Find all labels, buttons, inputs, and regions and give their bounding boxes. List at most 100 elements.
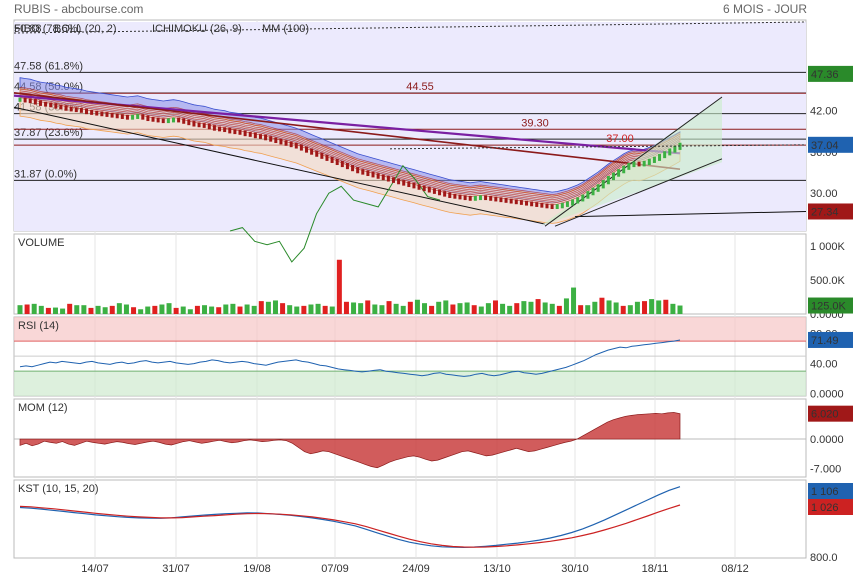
volume-bar xyxy=(634,301,640,314)
price-candle xyxy=(663,151,667,159)
volume-bar xyxy=(507,305,513,314)
price-candle xyxy=(258,134,262,139)
volume-bar xyxy=(31,303,37,314)
price-candle xyxy=(54,103,58,109)
volume-bar xyxy=(358,303,364,314)
price-candle xyxy=(192,121,196,127)
panel-frame-mom xyxy=(13,398,807,478)
volume-bar xyxy=(287,305,293,314)
volume-bar xyxy=(159,304,165,314)
price-candle xyxy=(412,182,416,189)
indicator-legend-label: FIBO (78.6%) xyxy=(14,23,81,35)
x-tick-label: 08/12 xyxy=(721,563,749,575)
price-candle xyxy=(519,200,523,205)
volume-bar xyxy=(514,303,520,314)
volume-bar xyxy=(429,305,435,314)
last-value-box xyxy=(808,405,853,422)
indicator-legend-overlap: 50.88 xyxy=(14,23,42,35)
last-value-box xyxy=(808,136,853,153)
volume-bar xyxy=(563,298,569,314)
price-candle xyxy=(146,115,150,122)
volume-bar xyxy=(571,287,577,314)
price-candle xyxy=(463,195,467,201)
last-value-box xyxy=(808,499,853,515)
price-candle xyxy=(79,107,83,113)
volume-bar xyxy=(272,300,278,314)
volume-bar xyxy=(251,305,257,314)
price-candle xyxy=(652,156,656,163)
price-candle xyxy=(233,129,237,135)
price-candle xyxy=(105,112,109,117)
last-value-label: 1 026 xyxy=(811,502,839,514)
price-candle xyxy=(345,162,349,170)
price-candle xyxy=(397,178,401,185)
price-candle xyxy=(274,137,278,144)
kst-line xyxy=(19,504,681,548)
price-candle xyxy=(356,167,360,174)
last-value-label: 1 106 xyxy=(811,486,839,498)
volume-bar xyxy=(656,300,662,314)
volume-bar xyxy=(45,307,51,314)
price-candle xyxy=(438,189,442,196)
moving-average-line xyxy=(19,95,681,204)
volume-bar xyxy=(365,300,371,314)
volume-bar xyxy=(102,307,108,314)
volume-bar xyxy=(343,301,349,314)
price-candle xyxy=(427,187,431,193)
volume-bar xyxy=(187,309,193,314)
price-candle xyxy=(371,171,375,178)
volume-bar xyxy=(400,305,406,314)
volume-bar xyxy=(677,305,683,314)
volume-bar xyxy=(95,305,101,314)
volume-bar xyxy=(202,305,208,314)
last-value-box xyxy=(808,203,853,220)
last-value-box xyxy=(808,65,853,82)
volume-bar xyxy=(578,305,584,314)
y-tick-label: 30.00 xyxy=(810,188,838,200)
y-tick-label: 0.0000 xyxy=(810,389,844,401)
volume-bar xyxy=(244,304,250,314)
price-candle xyxy=(171,117,175,123)
price-candle xyxy=(448,192,452,199)
price-candle xyxy=(637,161,641,167)
kst-line xyxy=(19,486,681,549)
volume-bar xyxy=(131,307,137,314)
price-candle xyxy=(525,200,529,206)
volume-bar xyxy=(67,303,73,314)
price-candle xyxy=(376,173,380,179)
volume-bar xyxy=(443,300,449,314)
moving-average-line xyxy=(19,90,681,199)
price-candle xyxy=(120,114,124,119)
price-candle xyxy=(310,148,314,155)
volume-bar xyxy=(258,301,264,314)
volume-bar xyxy=(670,303,676,314)
price-candle xyxy=(591,187,595,196)
x-tick-label: 14/07 xyxy=(81,563,109,575)
price-candle xyxy=(632,161,636,168)
price-candle xyxy=(560,202,564,209)
price-candle xyxy=(49,102,53,108)
momentum-title: MOM (12) xyxy=(18,402,68,414)
y-tick-label: 42.00 xyxy=(810,106,838,118)
volume-bar xyxy=(528,301,534,314)
price-candle xyxy=(315,150,319,157)
volume-bar xyxy=(88,307,94,314)
price-candle xyxy=(125,114,129,120)
y-tick-label: -7.000 xyxy=(810,464,841,476)
y-tick-label: 800.0 xyxy=(810,552,838,564)
x-tick-label: 13/10 xyxy=(483,563,511,575)
volume-bar xyxy=(194,305,200,314)
price-candle xyxy=(269,136,273,142)
price-candle xyxy=(74,107,78,113)
price-candle xyxy=(673,145,677,153)
volume-bar xyxy=(116,303,122,314)
channel-lower-line xyxy=(554,158,723,227)
annotation-label: 44.55 xyxy=(406,81,434,93)
volume-bar xyxy=(606,300,612,314)
volume-bar xyxy=(60,308,66,314)
price-candle xyxy=(611,172,615,181)
volume-bar xyxy=(627,305,633,314)
rsi-line xyxy=(19,339,681,377)
moving-average-line xyxy=(19,93,681,202)
